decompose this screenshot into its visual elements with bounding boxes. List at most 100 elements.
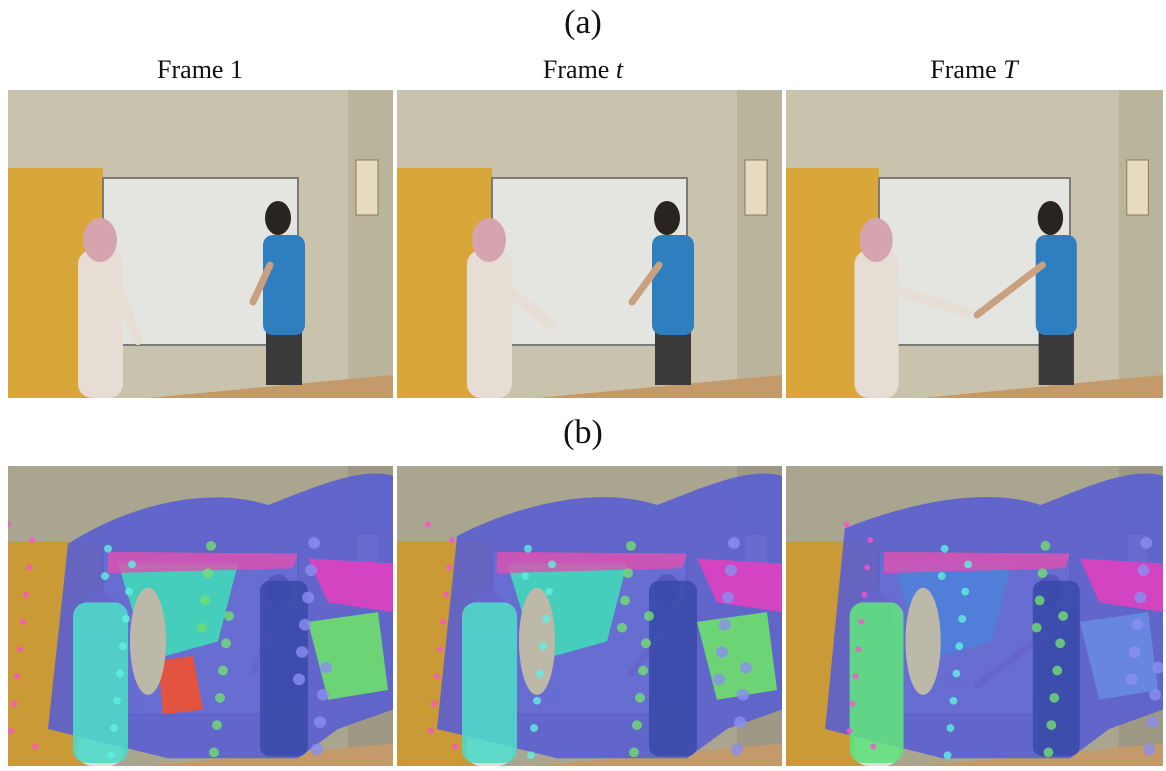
segment-speck [8,728,14,734]
segmentation-image [397,466,782,766]
segment [519,588,555,695]
segment-speck [32,744,38,750]
segment-speck [638,666,648,676]
segment-speck [1055,638,1065,648]
segment-speck [224,611,234,621]
segment-speck [1132,619,1144,631]
segmentation-image [8,466,393,766]
segment-speck [1052,666,1062,676]
segment [73,602,128,763]
person-body [1036,235,1077,335]
segment-speck [722,592,734,604]
segment-speck [1046,720,1056,730]
frame-caption: Frame 1 [100,55,300,85]
figure: (a) Frame 1 Frame t Frame T (b) [0,0,1166,771]
segment-speck [101,572,109,580]
segment-speck [950,697,958,705]
segment-speck [734,716,746,728]
segment-speck [536,670,544,678]
segment-speck [644,611,654,621]
segment-speck [119,642,127,650]
segment-speck [847,728,853,734]
segment-speck [110,724,118,732]
segment [850,602,904,763]
segment-speck [539,642,547,650]
person-body [652,235,694,335]
segment-speck [218,666,228,676]
segment-speck [725,564,737,576]
segment-speck [740,662,752,674]
segment-speck [293,673,305,685]
segment-speck [941,545,949,553]
segment-speck [308,537,320,549]
segment-speck [861,592,867,598]
segment-speck [11,701,17,707]
segment-speck [620,596,630,606]
picture [745,160,767,215]
person-head [859,218,892,262]
segment-speck [200,596,210,606]
segment-speck [107,751,115,759]
video-frame [786,90,1163,398]
segment-speck [1038,568,1048,578]
segment [649,581,697,756]
segment-speck [944,751,952,759]
segment-speck [305,564,317,576]
person-head [265,201,291,235]
segment-speck [434,673,440,679]
caption-index: 1 [230,55,243,84]
segment-speck [864,564,870,570]
segment-speck [221,638,231,648]
segment-speck [617,623,627,633]
frame-caption: Frame t [483,55,683,85]
segment-speck [867,537,873,543]
segment-speck [870,744,876,750]
segment [260,581,308,756]
segment-speck [302,592,314,604]
segment-speck [952,670,960,678]
segment-speck [440,619,446,625]
segment-speck [527,751,535,759]
picture [356,160,378,215]
segment-speck [1032,623,1042,633]
side-wall [737,90,782,398]
segment-speck [961,588,969,596]
segment-speck [958,615,966,623]
segment-speck [113,697,121,705]
segment-speck [215,693,225,703]
segment-speck [29,537,35,543]
segment-speck [1146,716,1158,728]
segment-speck [844,522,850,528]
segment-speck [955,642,963,650]
segment-speck [737,689,749,701]
segment-speck [533,697,541,705]
person-body [78,250,123,398]
segment-speck [311,744,323,756]
side-wall [1119,90,1163,398]
segment-speck [212,720,222,730]
segment-speck [858,619,864,625]
segment-speck [437,646,443,652]
segment-speck [850,701,856,707]
segment-speck [938,572,946,580]
segment-speck [964,560,972,568]
segment-speck [452,744,458,750]
picture [1127,160,1149,215]
segment-speck [20,619,26,625]
person-head [83,218,117,262]
side-wall [348,90,393,398]
caption-word: Frame [157,55,223,84]
segmentation-image [786,466,1163,766]
segment-speck [856,646,862,652]
segment-speck [641,638,651,648]
person-head [654,201,680,235]
segment-speck [629,747,639,757]
segment-speck [446,564,452,570]
segment-speck [548,560,556,568]
panel-label: (b) [483,414,683,452]
segment-speck [545,588,553,596]
segment-speck [1138,564,1150,576]
segment-speck [1044,747,1054,757]
segment-speck [26,564,32,570]
segment-speck [853,673,859,679]
